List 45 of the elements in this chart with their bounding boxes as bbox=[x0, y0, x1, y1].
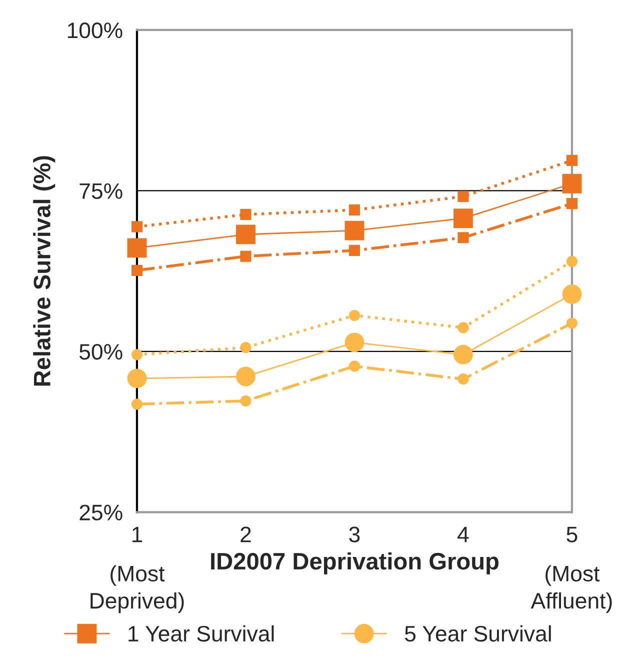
point bbox=[458, 374, 469, 385]
point bbox=[562, 284, 582, 304]
text: (Most Affluent) bbox=[530, 565, 612, 614]
point bbox=[566, 198, 578, 210]
x-tick-label: 3 bbox=[349, 526, 360, 542]
point bbox=[131, 221, 143, 232]
point bbox=[453, 208, 473, 228]
point bbox=[344, 332, 364, 352]
point bbox=[240, 250, 252, 262]
point bbox=[566, 318, 578, 329]
text: (Most Deprived) bbox=[90, 565, 184, 614]
point bbox=[458, 232, 469, 244]
point bbox=[348, 244, 360, 256]
point bbox=[562, 174, 582, 194]
legend-label: 1 Year Survival bbox=[128, 625, 274, 642]
point bbox=[127, 368, 147, 388]
point bbox=[458, 190, 469, 202]
y-axis-title: Relative Survival (%) bbox=[33, 156, 56, 386]
point bbox=[566, 256, 578, 267]
point bbox=[236, 224, 256, 244]
point bbox=[236, 366, 256, 386]
point bbox=[458, 322, 469, 334]
point bbox=[240, 342, 252, 354]
point bbox=[566, 154, 578, 166]
point bbox=[240, 208, 252, 220]
point bbox=[127, 238, 147, 258]
y-tick-label: 50% bbox=[80, 344, 122, 360]
point bbox=[348, 310, 360, 321]
x-tick-label: 5 bbox=[566, 526, 578, 542]
legend-label: 5 Year Survival bbox=[404, 625, 551, 642]
y-tick-label: 100% bbox=[68, 22, 122, 38]
x-axis-title: ID2007 Deprivation Group bbox=[211, 552, 498, 574]
x-tick-label: 2 bbox=[240, 526, 251, 542]
point bbox=[240, 395, 252, 406]
point bbox=[348, 204, 360, 216]
point bbox=[348, 360, 360, 372]
point bbox=[344, 220, 364, 240]
y-tick-label: 25% bbox=[80, 504, 122, 520]
point bbox=[131, 264, 143, 276]
y-tick-label: 75% bbox=[80, 183, 122, 199]
point bbox=[131, 398, 143, 410]
point bbox=[453, 344, 473, 364]
x-tick-label: 4 bbox=[458, 526, 469, 542]
point bbox=[131, 349, 143, 360]
x-tick-label: 1 bbox=[132, 526, 142, 542]
